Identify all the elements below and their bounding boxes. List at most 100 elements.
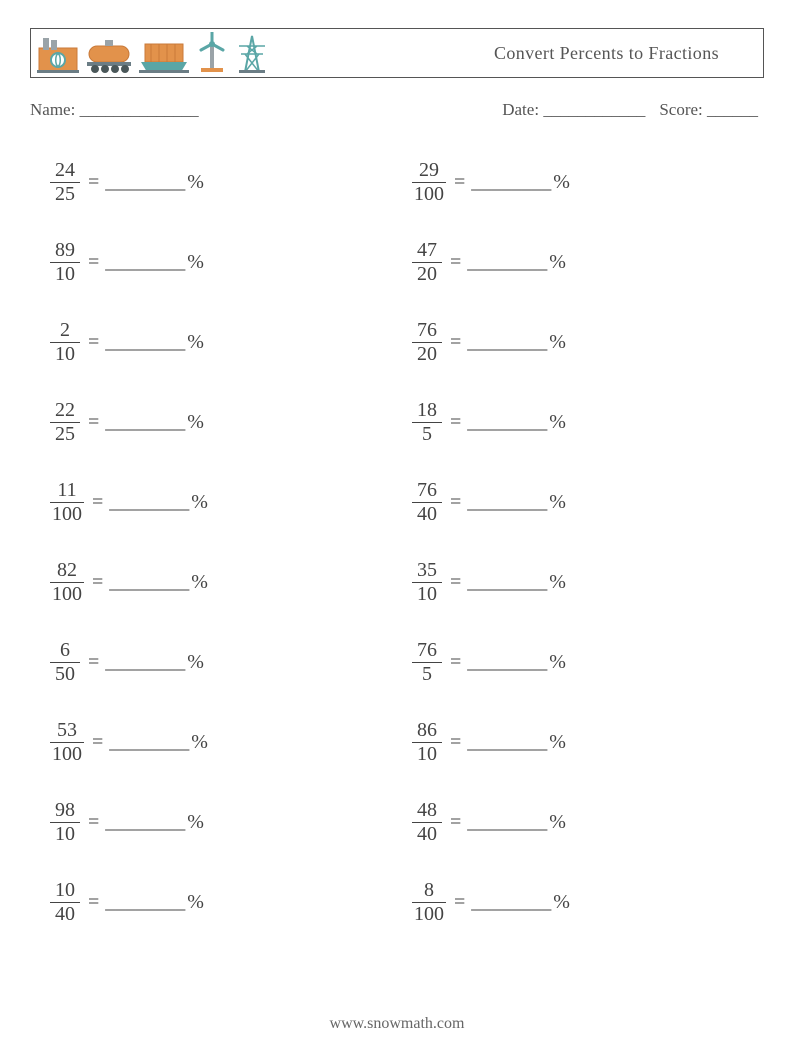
denominator: 40 bbox=[415, 504, 439, 525]
equals-sign: = bbox=[88, 411, 99, 434]
problem: 210=________% bbox=[50, 302, 402, 382]
denominator: 10 bbox=[53, 344, 77, 365]
fraction: 2225 bbox=[50, 400, 80, 445]
denominator: 25 bbox=[53, 424, 77, 445]
numerator: 86 bbox=[415, 720, 439, 741]
problem: 4840=________% bbox=[412, 782, 764, 862]
percent-sign: % bbox=[549, 651, 566, 674]
denominator: 20 bbox=[415, 264, 439, 285]
answer-blank: ________ bbox=[109, 571, 189, 594]
problem: 1040 = ________% bbox=[50, 862, 402, 942]
fraction: 3510 bbox=[412, 560, 442, 605]
denominator: 50 bbox=[53, 664, 77, 685]
denominator: 100 bbox=[412, 904, 446, 925]
answer-blank: ________ bbox=[105, 251, 185, 274]
answer-blank: ________ bbox=[467, 411, 547, 434]
problem: 53100=________% bbox=[50, 702, 402, 782]
equals-sign: = bbox=[88, 891, 99, 914]
denominator: 5 bbox=[420, 664, 434, 685]
equals-sign: = bbox=[88, 171, 99, 194]
numerator: 98 bbox=[53, 800, 77, 821]
numerator: 35 bbox=[415, 560, 439, 581]
fraction: 53100 bbox=[50, 720, 84, 765]
problem: 185=________% bbox=[412, 382, 764, 462]
denominator: 40 bbox=[53, 904, 77, 925]
percent-sign: % bbox=[553, 171, 570, 194]
header-box: Convert Percents to Fractions bbox=[30, 28, 764, 78]
problem: 3510=________% bbox=[412, 542, 764, 622]
denominator: 10 bbox=[53, 264, 77, 285]
numerator: 24 bbox=[53, 160, 77, 181]
answer-blank: ________ bbox=[105, 891, 185, 914]
fraction: 9810 bbox=[50, 800, 80, 845]
ship-icon bbox=[139, 34, 189, 74]
equals-sign: = bbox=[450, 251, 461, 274]
fraction: 8910 bbox=[50, 240, 80, 285]
fraction: 8100 bbox=[412, 880, 446, 925]
equals-sign: = bbox=[450, 731, 461, 754]
problem: 8910=________% bbox=[50, 222, 402, 302]
numerator: 76 bbox=[415, 640, 439, 661]
percent-sign: % bbox=[187, 811, 204, 834]
score-blank: ______ bbox=[707, 100, 758, 119]
problem: 82100=________% bbox=[50, 542, 402, 622]
percent-sign: % bbox=[187, 171, 204, 194]
problem: 650=________% bbox=[50, 622, 402, 702]
factory-icon bbox=[37, 34, 79, 74]
fraction: 7620 bbox=[412, 320, 442, 365]
problem: 29100=________% bbox=[412, 142, 764, 222]
answer-blank: ________ bbox=[105, 331, 185, 354]
denominator: 100 bbox=[50, 584, 84, 605]
numerator: 11 bbox=[55, 480, 78, 501]
numerator: 47 bbox=[415, 240, 439, 261]
date-blank: ____________ bbox=[543, 100, 645, 119]
problem: 9810=________% bbox=[50, 782, 402, 862]
problem: 7620=________% bbox=[412, 302, 764, 382]
percent-sign: % bbox=[191, 731, 208, 754]
worksheet-title: Convert Percents to Fractions bbox=[494, 43, 719, 64]
header-icon-row bbox=[37, 32, 269, 74]
problem: 7640=________% bbox=[412, 462, 764, 542]
denominator: 20 bbox=[415, 344, 439, 365]
equals-sign: = bbox=[454, 891, 465, 914]
fraction: 210 bbox=[50, 320, 80, 365]
denominator: 25 bbox=[53, 184, 77, 205]
footer-link: www.snowmath.com bbox=[0, 1015, 794, 1033]
fraction: 1040 bbox=[50, 880, 80, 925]
fraction: 82100 bbox=[50, 560, 84, 605]
answer-blank: ________ bbox=[105, 171, 185, 194]
numerator: 82 bbox=[55, 560, 79, 581]
answer-blank: ________ bbox=[467, 731, 547, 754]
percent-sign: % bbox=[187, 411, 204, 434]
denominator: 10 bbox=[415, 744, 439, 765]
percent-sign: % bbox=[549, 251, 566, 274]
problem: 765=________% bbox=[412, 622, 764, 702]
denominator: 10 bbox=[415, 584, 439, 605]
numerator: 53 bbox=[55, 720, 79, 741]
problem: 2225=________% bbox=[50, 382, 402, 462]
numerator: 76 bbox=[415, 320, 439, 341]
denominator: 100 bbox=[50, 504, 84, 525]
problem: 4720=________% bbox=[412, 222, 764, 302]
fraction: 4840 bbox=[412, 800, 442, 845]
percent-sign: % bbox=[187, 891, 204, 914]
percent-sign: % bbox=[549, 571, 566, 594]
percent-sign: % bbox=[187, 251, 204, 274]
answer-blank: ________ bbox=[467, 491, 547, 514]
meta-line: Name: ______________ Date: ____________ … bbox=[30, 100, 764, 120]
fraction: 11100 bbox=[50, 480, 84, 525]
denominator: 100 bbox=[50, 744, 84, 765]
numerator: 18 bbox=[415, 400, 439, 421]
fraction: 8610 bbox=[412, 720, 442, 765]
worksheet-page: Convert Percents to Fractions Name: ____… bbox=[0, 0, 794, 1053]
equals-sign: = bbox=[454, 171, 465, 194]
fraction: 650 bbox=[50, 640, 80, 685]
numerator: 8 bbox=[422, 880, 436, 901]
denominator: 100 bbox=[412, 184, 446, 205]
answer-blank: ________ bbox=[471, 171, 551, 194]
percent-sign: % bbox=[549, 411, 566, 434]
numerator: 6 bbox=[58, 640, 72, 661]
percent-sign: % bbox=[549, 491, 566, 514]
answer-blank: ________ bbox=[467, 811, 547, 834]
problem: 8100=________% bbox=[412, 862, 764, 942]
